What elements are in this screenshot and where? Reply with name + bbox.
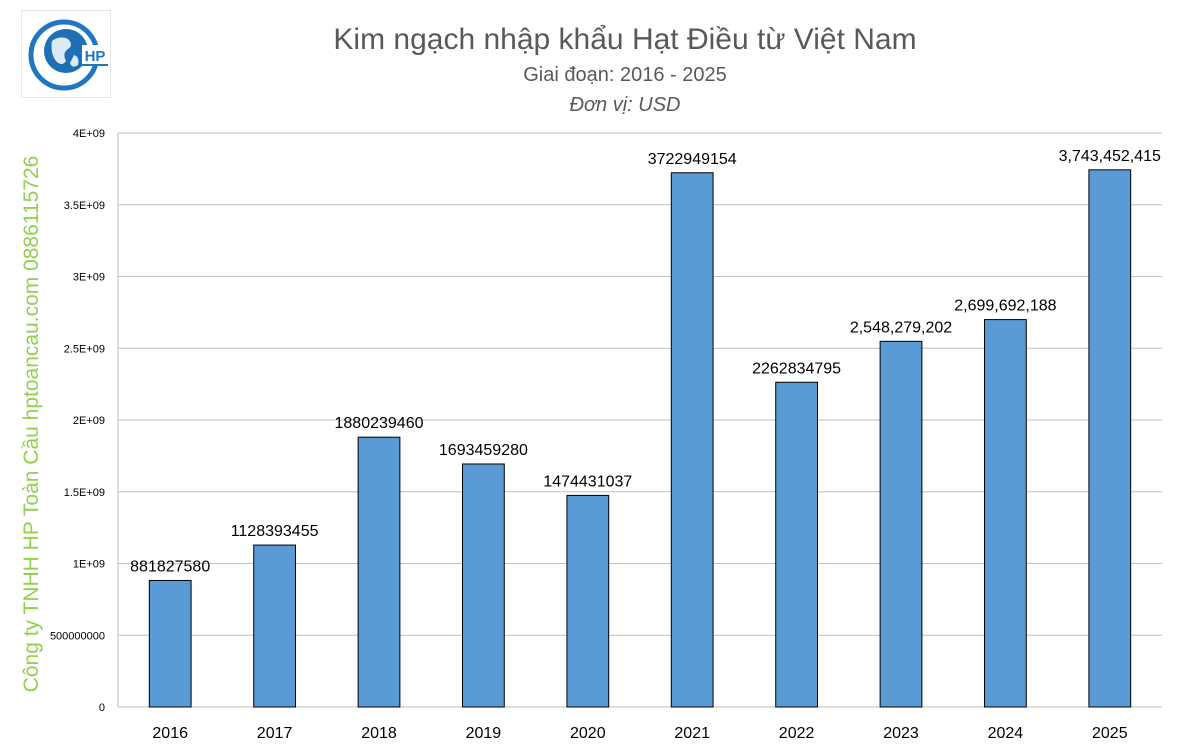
x-tick-label: 2021 <box>674 725 710 742</box>
y-axis-tick-labels: 0 500000000 1E+09 1.5E+09 2E+09 2.5E+09 3E+09 3… <box>50 128 105 714</box>
x-tick-label: 2017 <box>257 725 293 742</box>
x-tick-label: 2023 <box>883 725 919 742</box>
y-tick-label: 2E+09 <box>73 415 105 427</box>
y-tick-label: 1.5E+09 <box>64 487 105 499</box>
bar-2023 <box>879 340 923 708</box>
bar-2022 <box>775 381 818 708</box>
y-tick-label: 3.5E+09 <box>64 200 105 212</box>
company-logo: HP <box>21 10 111 98</box>
chart-subtitle: Giai đoạn: 2016 - 2025 <box>523 64 727 86</box>
bar-2019 <box>462 463 505 708</box>
y-tick-label: 3E+09 <box>73 272 105 284</box>
bars <box>148 169 1132 708</box>
logo-text: HP <box>85 48 106 65</box>
unit-note: Đơn vị: USD <box>570 94 681 116</box>
x-tick-label: 2025 <box>1092 725 1128 742</box>
chart-title: Kim ngạch nhập khẩu Hạt Điều từ Việt Nam <box>333 23 916 56</box>
x-tick-label: 2018 <box>361 725 397 742</box>
company-watermark: Công ty TNHH HP Toàn Cầu hptoancau.com 0… <box>20 155 43 693</box>
bar-2017 <box>253 544 296 708</box>
x-tick-label: 2019 <box>466 725 502 742</box>
x-tick-label: 2024 <box>988 725 1024 742</box>
y-tick-label: 0 <box>99 702 105 714</box>
y-tick-label: 500000000 <box>50 630 105 642</box>
data-label-2021: 3722949154 <box>648 151 737 168</box>
data-label-2018: 1880239460 <box>335 415 424 432</box>
x-tick-label: 2016 <box>152 725 188 742</box>
bar-2025 <box>1088 169 1132 708</box>
x-axis-tick-labels: 2016 2017 2018 2019 2020 2021 2022 2023 2024 2025 <box>152 725 1127 742</box>
x-tick-label: 2022 <box>779 725 815 742</box>
data-labels: 881827580 1128393455 1880239460 1693459280 1… <box>130 148 1161 576</box>
globe-logo-icon: HP <box>28 19 108 91</box>
bar-2016 <box>148 579 192 708</box>
bar-2020 <box>566 494 610 708</box>
data-label-2017: 1128393455 <box>231 523 319 540</box>
data-label-2023: 2,548,279,202 <box>850 319 952 336</box>
data-label-2016: 881827580 <box>130 558 210 575</box>
bar-2021 <box>670 172 714 708</box>
data-label-2025: 3,743,452,415 <box>1059 148 1161 165</box>
data-label-2019: 1693459280 <box>439 442 528 459</box>
y-tick-label: 1E+09 <box>73 559 105 571</box>
data-label-2020: 1474431037 <box>543 473 632 490</box>
y-tick-label: 4E+09 <box>73 128 105 140</box>
bar-2024 <box>984 319 1027 708</box>
y-tick-label: 2.5E+09 <box>64 343 105 355</box>
x-tick-label: 2020 <box>570 725 606 742</box>
data-label-2022: 2262834795 <box>752 360 841 377</box>
data-label-2024: 2,699,692,188 <box>954 298 1056 315</box>
bar-2018 <box>357 436 401 708</box>
